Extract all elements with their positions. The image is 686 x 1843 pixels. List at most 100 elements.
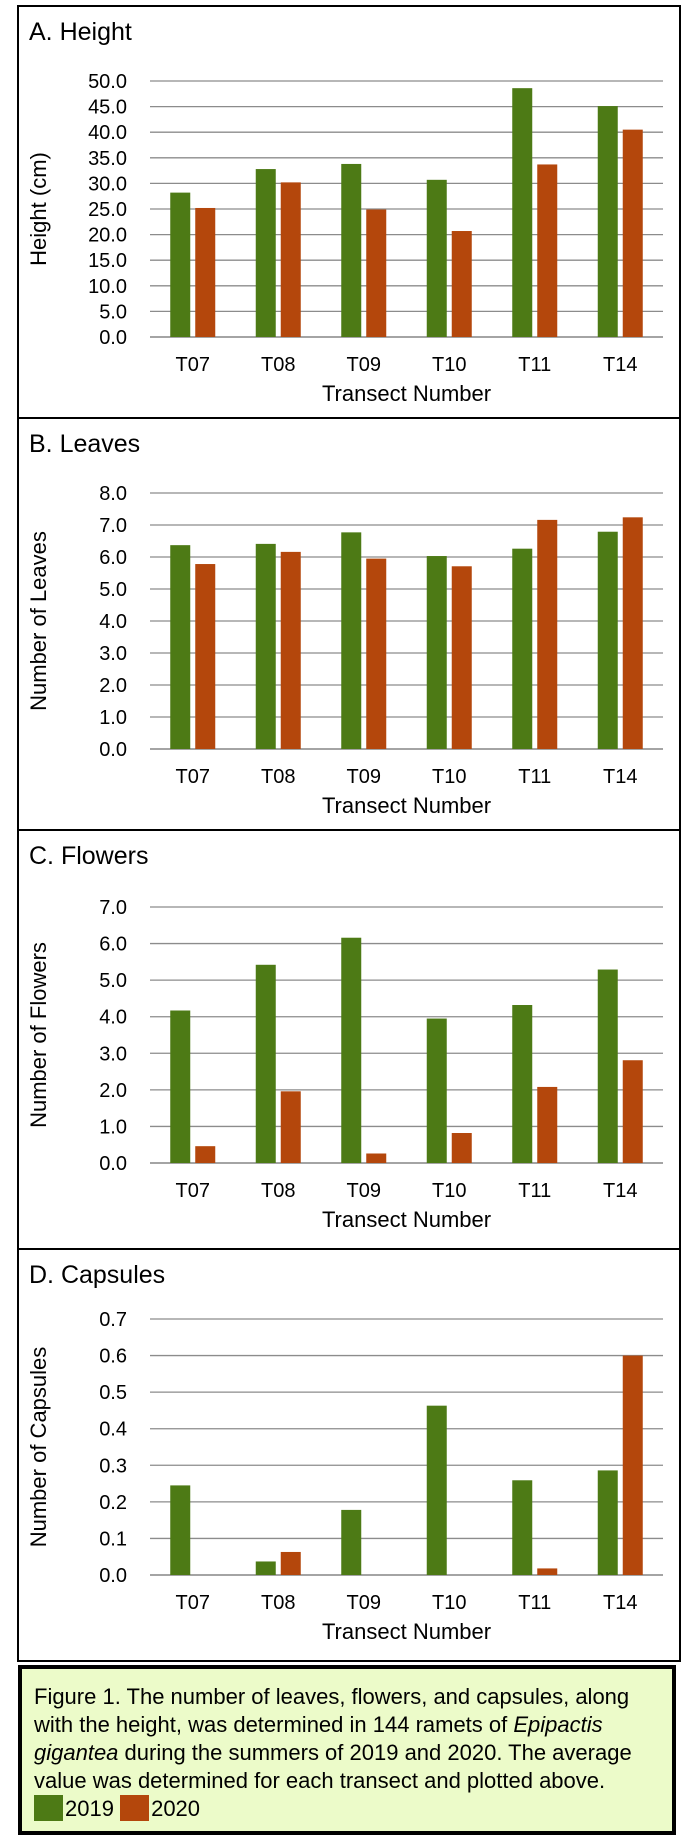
x-tick-label: T07 — [176, 1592, 210, 1614]
bar-c-t07-2019 — [170, 1010, 191, 1163]
y-tick-label: 0.0 — [99, 1565, 127, 1587]
panel-title: C. Flowers — [29, 842, 148, 870]
y-tick-label: 8.0 — [99, 483, 127, 505]
y-tick-label: 4.0 — [99, 1007, 127, 1029]
y-tick-label: 50.0 — [88, 71, 127, 93]
y-tick-label: 2.0 — [99, 675, 127, 697]
y-tick-label: 10.0 — [88, 276, 127, 298]
y-tick-label: 6.0 — [99, 934, 127, 956]
x-tick-label: T08 — [261, 1180, 295, 1202]
bar-b-t10-2019 — [426, 556, 447, 749]
panel-a: A. Height 0.0 5.0 10.0 15.0 20.0 25.0 30.0 35.0 4… — [17, 5, 681, 419]
bar-a-t14-2019 — [597, 106, 618, 337]
bar-b-t14-2019 — [597, 531, 618, 749]
y-tick-label: 35.0 — [88, 148, 127, 170]
bar-c-t07-2020 — [195, 1146, 216, 1163]
y-tick-label: 20.0 — [88, 225, 127, 247]
x-tick-label: T11 — [518, 1592, 551, 1614]
caption-text-end: during the summers of 2019 and 2020. The… — [34, 1740, 632, 1793]
x-tick-label: T08 — [261, 354, 295, 376]
bar-d-t11-2020 — [537, 1568, 558, 1575]
y-tick-label: 0.7 — [99, 1309, 127, 1331]
bar-d-t14-2020 — [622, 1355, 643, 1575]
y-tick-label: 30.0 — [88, 173, 127, 195]
bar-c-t08-2020 — [280, 1091, 301, 1163]
bar-b-t14-2020 — [622, 517, 643, 749]
figure-caption: Figure 1. The number of leaves, flowers,… — [18, 1665, 676, 1835]
x-tick-label: T10 — [432, 1180, 466, 1202]
bar-c-t11-2020 — [537, 1086, 558, 1163]
x-tick-label: T14 — [603, 354, 637, 376]
y-tick-label: 0.3 — [99, 1455, 127, 1477]
bar-d-t10-2019 — [426, 1405, 447, 1575]
bar-d-t09-2019 — [341, 1509, 362, 1575]
y-tick-label: 3.0 — [99, 1043, 127, 1065]
y-tick-label: 6.0 — [99, 547, 127, 569]
x-axis-title: Transect Number — [322, 1619, 491, 1644]
caption-species: Epipactis gigantea — [34, 1712, 603, 1765]
panel-title: D. Capsules — [29, 1261, 165, 1289]
y-tick-label: 5.0 — [99, 301, 127, 323]
y-tick-label: 5.0 — [99, 579, 127, 601]
x-tick-label: T14 — [603, 1592, 637, 1614]
y-tick-label: 0.5 — [99, 1382, 127, 1404]
bar-d-t08-2020 — [280, 1551, 301, 1575]
bar-b-t08-2020 — [280, 551, 301, 749]
x-tick-label: T11 — [518, 1180, 551, 1202]
y-axis-title: Height (cm) — [26, 152, 51, 266]
x-tick-label: T10 — [432, 1592, 466, 1614]
y-tick-label: 1.0 — [99, 707, 127, 729]
bar-a-t10-2019 — [426, 179, 447, 337]
x-tick-label: T09 — [347, 766, 381, 788]
bar-d-t07-2019 — [170, 1485, 191, 1575]
bar-c-t08-2019 — [255, 964, 276, 1163]
bar-c-t09-2019 — [341, 937, 362, 1163]
y-tick-label: 7.0 — [99, 515, 127, 537]
y-tick-label: 0.1 — [99, 1528, 127, 1550]
bar-a-t08-2019 — [255, 169, 276, 337]
y-tick-label: 45.0 — [88, 97, 127, 119]
bar-a-t11-2020 — [537, 164, 558, 337]
x-tick-label: T10 — [432, 766, 466, 788]
bar-c-t09-2020 — [366, 1153, 387, 1163]
y-tick-label: 3.0 — [99, 643, 127, 665]
x-tick-label: T07 — [176, 1180, 210, 1202]
y-axis-title: Number of Leaves — [26, 531, 51, 711]
bar-c-t14-2019 — [597, 969, 618, 1163]
y-tick-label: 15.0 — [88, 250, 127, 272]
bar-b-t09-2020 — [366, 558, 387, 749]
bar-c-t10-2020 — [451, 1133, 472, 1163]
x-axis-title: Transect Number — [322, 1207, 491, 1232]
x-tick-label: T14 — [603, 766, 637, 788]
bar-c-t11-2019 — [512, 1005, 533, 1163]
x-tick-label: T07 — [176, 354, 210, 376]
bar-a-t07-2020 — [195, 207, 216, 337]
x-tick-label: T09 — [347, 1592, 381, 1614]
y-tick-label: 5.0 — [99, 970, 127, 992]
bar-b-t08-2019 — [255, 543, 276, 749]
x-tick-label: T08 — [261, 766, 295, 788]
x-tick-label: T07 — [176, 766, 210, 788]
bar-d-t11-2019 — [512, 1480, 533, 1575]
bar-a-t09-2019 — [341, 163, 362, 337]
bar-c-t14-2020 — [622, 1060, 643, 1163]
y-tick-label: 0.0 — [99, 327, 127, 349]
caption-text: Figure 1. The number of leaves, flowers,… — [34, 1684, 630, 1737]
bar-c-t10-2019 — [426, 1018, 447, 1163]
x-tick-label: T08 — [261, 1592, 295, 1614]
panel-c: C. Flowers 0.0 1.0 2.0 3.0 4.0 5.0 6.0 7.0 T07 T08… — [17, 829, 681, 1250]
bar-d-t08-2019 — [255, 1561, 276, 1575]
y-tick-label: 40.0 — [88, 122, 127, 144]
panel-title: A. Height — [29, 18, 132, 46]
x-tick-label: T14 — [603, 1180, 637, 1202]
legend-label-2019: 2019 — [65, 1796, 114, 1821]
x-axis-title: Transect Number — [322, 381, 491, 406]
y-axis-title: Number of Flowers — [26, 942, 51, 1128]
x-tick-label: T10 — [432, 354, 466, 376]
bar-b-t09-2019 — [341, 532, 362, 749]
bar-b-t10-2020 — [451, 566, 472, 749]
bar-a-t11-2019 — [512, 88, 533, 337]
bar-b-t11-2020 — [537, 519, 558, 749]
legend-item-2020: 2020 — [120, 1795, 200, 1821]
x-tick-label: T09 — [347, 354, 381, 376]
